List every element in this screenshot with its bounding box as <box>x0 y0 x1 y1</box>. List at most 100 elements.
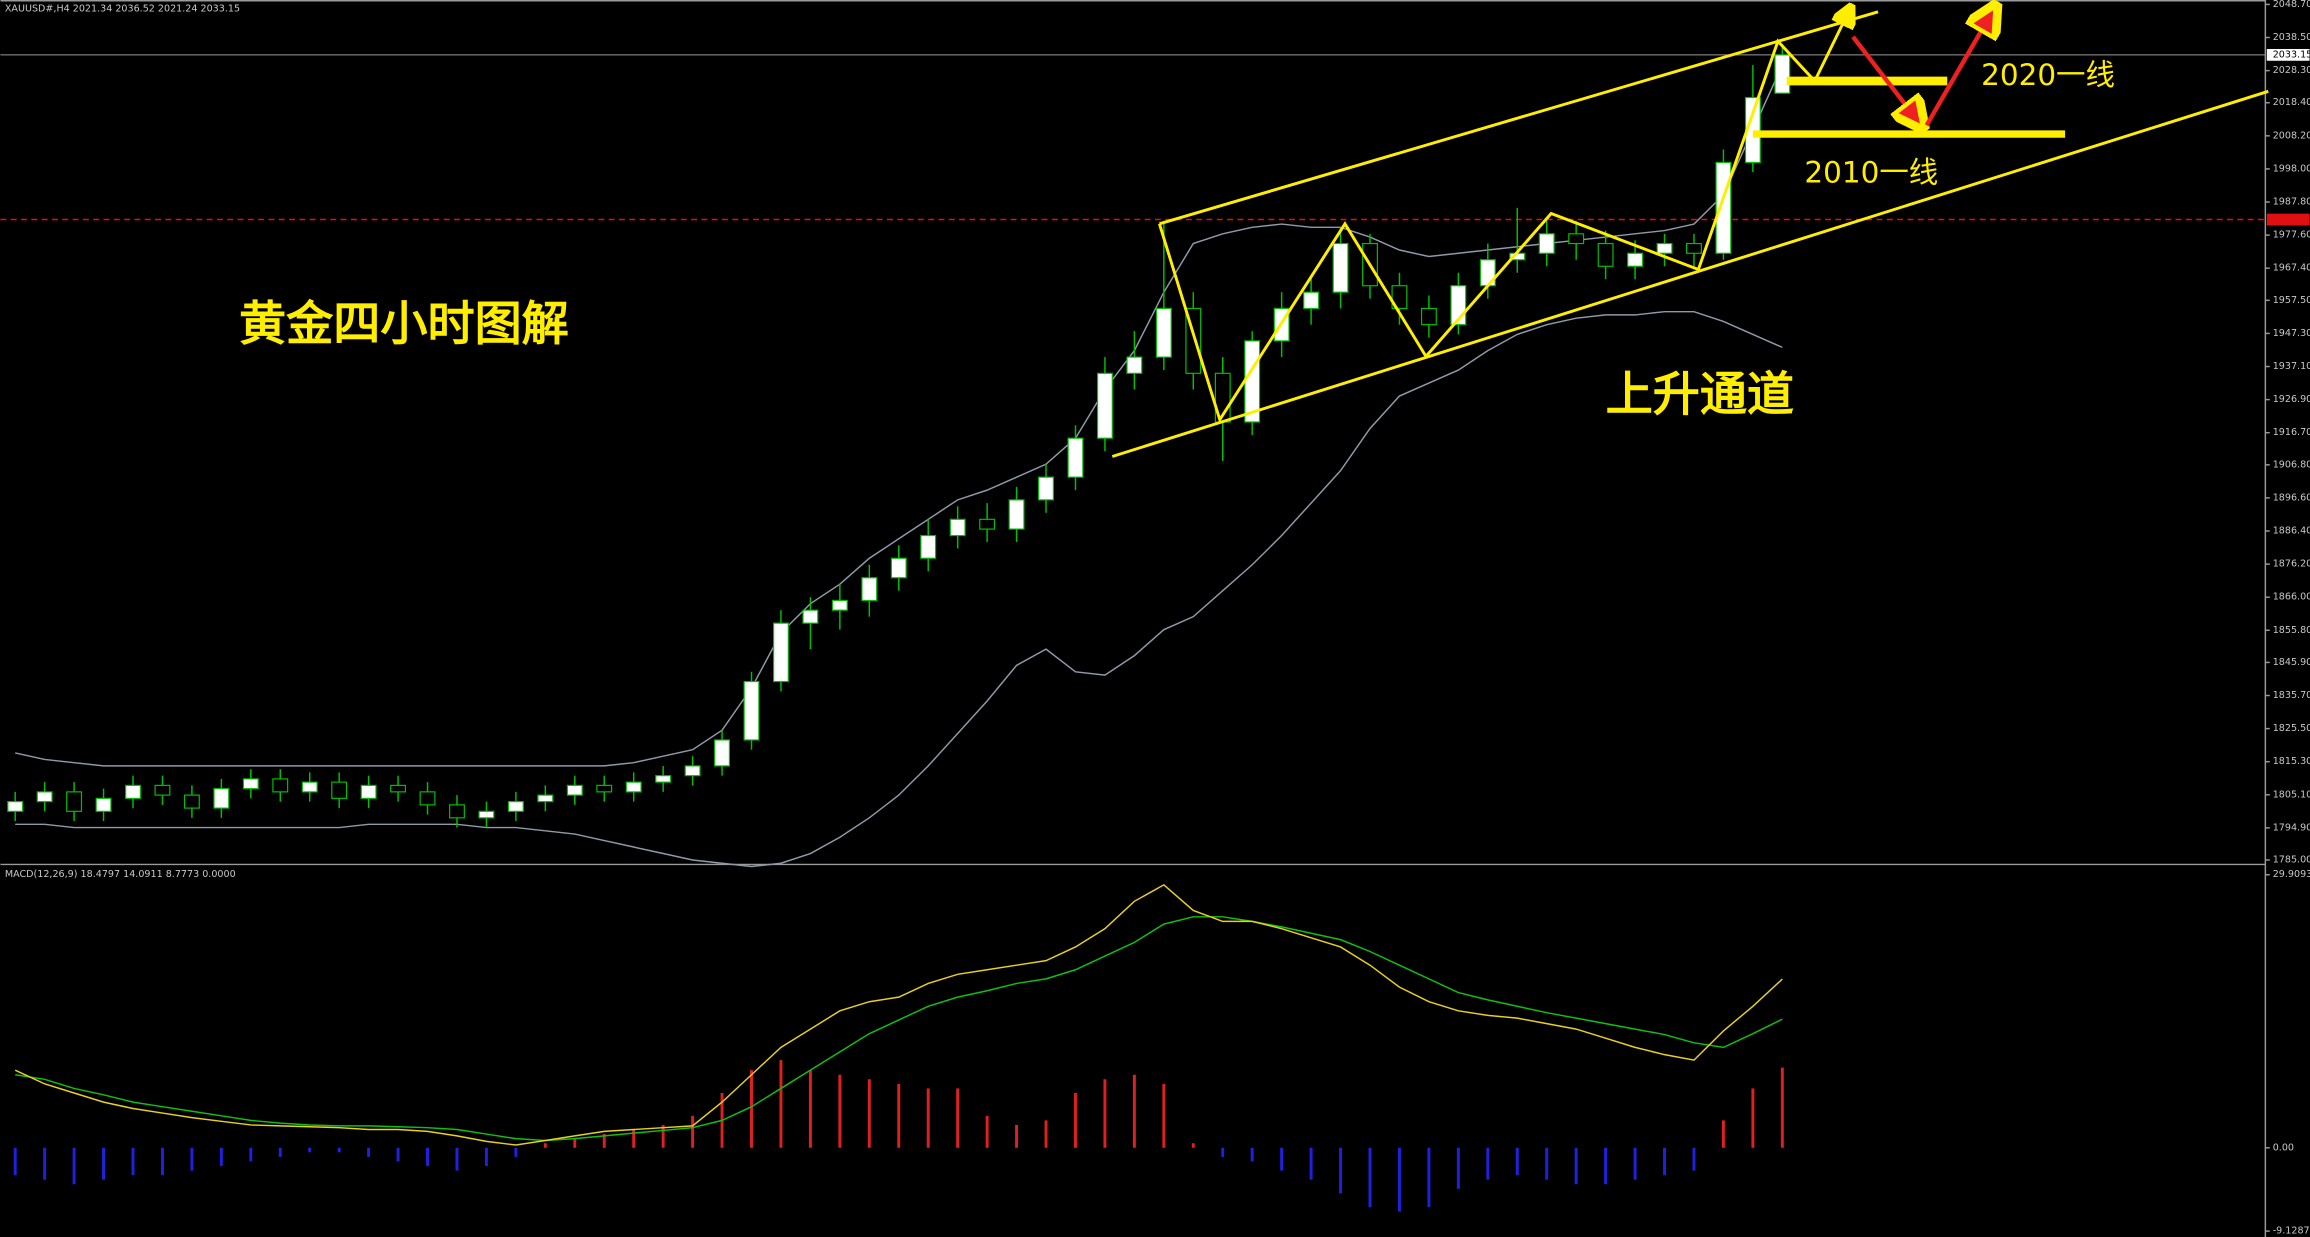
level-label: 2020一线 <box>1981 58 2115 92</box>
zigzag <box>1158 12 1848 424</box>
candle-body <box>1067 437 1084 478</box>
lower-band <box>15 310 1783 868</box>
candle-body <box>920 534 937 559</box>
candle-body <box>1715 161 1732 254</box>
y-tick-label: 2018.40 <box>2273 97 2310 108</box>
y-tick-label: 1794.90 <box>2273 822 2310 833</box>
candle-body <box>1096 372 1113 439</box>
y-tick-label: 1977.60 <box>2273 230 2310 241</box>
candle-body <box>66 791 83 812</box>
alert-marker <box>2266 213 2310 226</box>
y-tick-label: 1998.00 <box>2273 163 2310 174</box>
candle-body <box>1391 285 1408 310</box>
y-tick-label: 1906.80 <box>2273 459 2310 470</box>
y-tick-label: 1967.40 <box>2273 263 2310 274</box>
y-tick-label: 2028.30 <box>2273 65 2310 76</box>
level-label: 2010一线 <box>1804 155 1938 189</box>
candle-body <box>301 781 318 793</box>
candle-body <box>802 609 819 624</box>
price-box <box>2266 48 2310 61</box>
candle-body <box>625 781 642 793</box>
candle-body <box>1332 242 1349 293</box>
symbol-info: XAUUSD#,H4 2021.34 2036.52 2021.24 2033.… <box>5 3 240 14</box>
candle-body <box>213 788 230 809</box>
y-tick-label: 2008.20 <box>2273 130 2310 141</box>
signal-line <box>15 916 1783 1142</box>
candle-body <box>154 784 171 796</box>
y-tick-label: 1876.20 <box>2273 559 2310 570</box>
candle-body <box>1126 356 1143 374</box>
candle-body <box>1686 242 1702 254</box>
candle-body <box>1420 307 1437 326</box>
candle-body <box>1656 242 1673 254</box>
price-label: 2033.15 <box>2273 49 2310 60</box>
candle-body <box>566 784 583 796</box>
y-tick-label: 1785.00 <box>2273 855 2310 866</box>
candle-body <box>478 810 495 819</box>
y-tick-label: 0.00 <box>2273 1142 2294 1153</box>
chart-title: 黄金四小时图解 <box>239 297 569 352</box>
y-tick-label: 1866.00 <box>2273 592 2310 603</box>
candle-body <box>1774 54 1791 94</box>
y-tick-label: 1926.90 <box>2273 394 2310 405</box>
y-tick-label: 1957.50 <box>2273 295 2310 306</box>
arrow <box>1851 35 1918 121</box>
candle-body <box>1303 291 1320 310</box>
candle-body <box>1627 252 1644 267</box>
channel-top <box>1159 10 1879 226</box>
y-tick-label: 1916.70 <box>2273 427 2310 438</box>
candle-body <box>714 739 731 767</box>
candle-body <box>242 778 259 790</box>
y-tick-label: -9.1287 <box>2273 1226 2310 1237</box>
candle-body <box>831 599 848 611</box>
candle-body <box>7 801 24 812</box>
candle-body <box>1538 233 1555 254</box>
candle-body <box>1008 499 1025 530</box>
candle-body <box>125 784 141 799</box>
channel-label: 上升通道 <box>1606 368 1794 423</box>
y-tick-label: 1855.80 <box>2273 625 2310 636</box>
candle-body <box>1568 233 1585 245</box>
y-tick-label: 2038.50 <box>2273 32 2310 43</box>
candle-body <box>949 518 966 537</box>
candle-body <box>507 801 524 812</box>
macd-info: MACD(12,26,9) 18.4797 14.0911 8.7773 0.0… <box>5 869 236 880</box>
annotations <box>1111 10 2269 458</box>
candle-body <box>360 784 377 799</box>
arrow <box>1924 13 1992 127</box>
candle-body <box>979 518 996 530</box>
y-tick-label: 1845.90 <box>2273 657 2310 668</box>
candle-body <box>390 784 407 793</box>
y-tick-label: 1896.60 <box>2273 492 2310 503</box>
candle-body <box>684 765 701 777</box>
macd-line <box>14 883 1783 1146</box>
candle-body <box>1155 307 1172 358</box>
candle-body <box>743 680 760 741</box>
y-tick-label: 1815.30 <box>2273 756 2310 767</box>
y-tick-label: 1805.10 <box>2273 789 2310 800</box>
y-tick-label: 1947.30 <box>2273 328 2310 339</box>
candle-body <box>272 778 289 793</box>
y-tick-label: 29.9093 <box>2273 869 2310 880</box>
candle-body <box>449 804 465 819</box>
candle-body <box>419 791 436 806</box>
candle-body <box>655 775 672 783</box>
y-tick-label: 1886.40 <box>2273 526 2310 537</box>
candle-body <box>537 794 554 803</box>
candle-body <box>890 557 907 579</box>
y-tick-label: 1937.10 <box>2273 361 2310 372</box>
candle-body <box>183 794 200 809</box>
y-tick-label: 2048.70 <box>2273 0 2310 10</box>
y-tick-label: 1987.80 <box>2273 197 2310 208</box>
candle-body <box>95 797 112 812</box>
y-tick-label: 1835.70 <box>2273 690 2310 701</box>
candle-body <box>596 784 613 793</box>
candle-body <box>1038 476 1054 501</box>
candle-body <box>36 791 53 803</box>
channel-bottom <box>1111 89 2269 458</box>
